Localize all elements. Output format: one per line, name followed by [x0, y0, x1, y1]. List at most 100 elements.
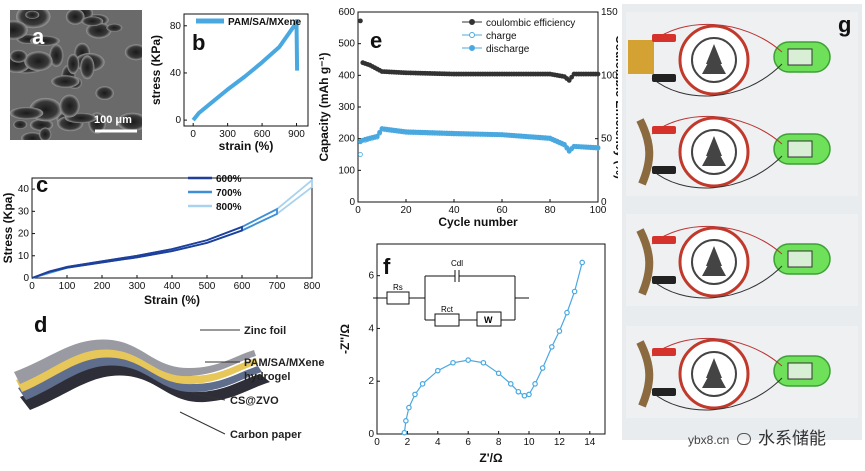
plot-frame: [31, 177, 313, 279]
y-tick-label: 10: [18, 251, 30, 262]
nyquist-point: [406, 404, 412, 411]
y2-tick-label: 50: [601, 134, 613, 145]
x-axis-label: Cycle number: [438, 215, 518, 229]
black-clip: [652, 166, 676, 174]
plot-frame: [376, 243, 606, 435]
nyquist-point: [495, 370, 502, 377]
y-tick-label: 30: [18, 206, 30, 217]
panel-d: Zinc foil PAM/SA/MXene hydrogel CS@ZVO C…: [0, 312, 330, 462]
panel-c: 0 100 200 300 400 500 600 700 800 0 10 20 30 40 Strain…: [0, 168, 325, 313]
legend-marker: [469, 32, 475, 38]
pore: [25, 10, 40, 20]
pore: [85, 22, 112, 39]
x-tick-label: 0: [29, 281, 35, 292]
y-tick-label: 0: [349, 197, 355, 208]
y-tick-label: 100: [338, 165, 355, 176]
y-axis-label: stress (KPa): [149, 35, 163, 105]
x-tick-label: 6: [465, 437, 471, 448]
red-clip: [652, 34, 676, 42]
nyquist-point: [480, 359, 487, 366]
layer-label-cs-zvo: CS@ZVO: [230, 395, 279, 407]
pore: [65, 10, 85, 25]
pore: [29, 119, 54, 131]
black-wire: [651, 155, 783, 189]
nyquist-point: [465, 357, 472, 363]
nyquist-point: [507, 381, 514, 387]
timer-display: [787, 250, 813, 268]
chart-c: 0 100 200 300 400 500 600 700 800 0 10 20 30 40 Strain…: [1, 174, 321, 307]
y-tick-label: 0: [368, 429, 374, 440]
plot-frame: [357, 11, 599, 203]
pore: [106, 23, 123, 32]
pore: [124, 44, 142, 61]
photo-1: [626, 12, 858, 104]
series-line-800pct: [31, 178, 313, 279]
y-tick-label: 4: [368, 323, 374, 334]
legend-label: discharge: [486, 44, 530, 55]
legend-label: 600%: [216, 174, 242, 185]
y-tick-label: 40: [170, 68, 182, 79]
data-point: [595, 71, 601, 77]
nyquist-point: [435, 367, 441, 374]
x-tick-label: 900: [288, 129, 305, 140]
y2-axis-label: Coulombic Efficiency (%): [613, 35, 618, 179]
data-point: [377, 129, 382, 135]
series-discharge: [358, 126, 601, 154]
x-tick-label: 4: [435, 437, 441, 448]
x-tick-label: 100: [590, 205, 607, 216]
black-wire: [651, 377, 783, 411]
black-wire: [651, 265, 783, 299]
x-tick-label: 600: [254, 129, 271, 140]
layer-hydrogel: [16, 347, 258, 392]
x-tick-label: 100: [59, 281, 76, 292]
legend-label: 800%: [216, 202, 242, 213]
pore: [66, 53, 80, 74]
x-tick-label: 700: [269, 281, 286, 292]
x-tick-label: 8: [496, 437, 502, 448]
layer-label-carbon-paper: Carbon paper: [230, 429, 302, 441]
legend-marker: [469, 19, 475, 25]
panel-g: g: [622, 4, 862, 440]
black-clip: [652, 74, 676, 82]
y-tick-label: 200: [338, 134, 355, 145]
panel-label-g: g: [838, 12, 852, 37]
nyquist-point: [450, 359, 456, 366]
y-tick-label: 6: [368, 271, 374, 282]
flexible-battery: [636, 340, 654, 408]
pore: [10, 20, 28, 40]
nyquist-line: [403, 262, 583, 433]
x-tick-label: 0: [374, 437, 380, 448]
y-axis-label: Stress (Kpa): [1, 193, 15, 264]
legend-label: PAM/SA/MXene: [228, 17, 302, 28]
timer-display: [787, 140, 813, 158]
red-clip: [652, 126, 676, 134]
black-clip: [652, 388, 676, 396]
y-tick-label: 400: [338, 70, 355, 81]
nyquist-point: [564, 309, 570, 316]
circuit-rct: Rct: [441, 305, 454, 314]
panel-label-a: a: [32, 24, 45, 49]
nyquist-point: [532, 381, 538, 387]
circuit-w: W: [484, 315, 493, 325]
timer-display: [787, 48, 813, 66]
x-tick-label: 0: [355, 205, 361, 216]
pore: [95, 86, 114, 100]
nyquist-point: [549, 344, 555, 350]
legend-label: coulombic efficiency: [486, 18, 575, 29]
scale-bar-label: 100 μm: [94, 114, 132, 126]
seal-tree: [702, 136, 726, 166]
pore: [29, 35, 60, 46]
panel-a: 100 μm a: [10, 10, 142, 140]
y-tick-label: 500: [338, 39, 355, 50]
data-point: [358, 152, 363, 157]
x-axis-label: strain (%): [219, 139, 274, 153]
x-tick-label: 300: [129, 281, 146, 292]
series-coulombic-efficiency: [358, 18, 601, 83]
pore: [24, 51, 53, 72]
y-tick-label: 600: [338, 7, 355, 18]
seal-tree: [702, 246, 726, 276]
photo-3: [626, 214, 858, 306]
panel-label-f: f: [383, 254, 391, 279]
x-axis-label: Z'/Ω: [479, 451, 503, 465]
x-tick-label: 2: [405, 437, 411, 448]
